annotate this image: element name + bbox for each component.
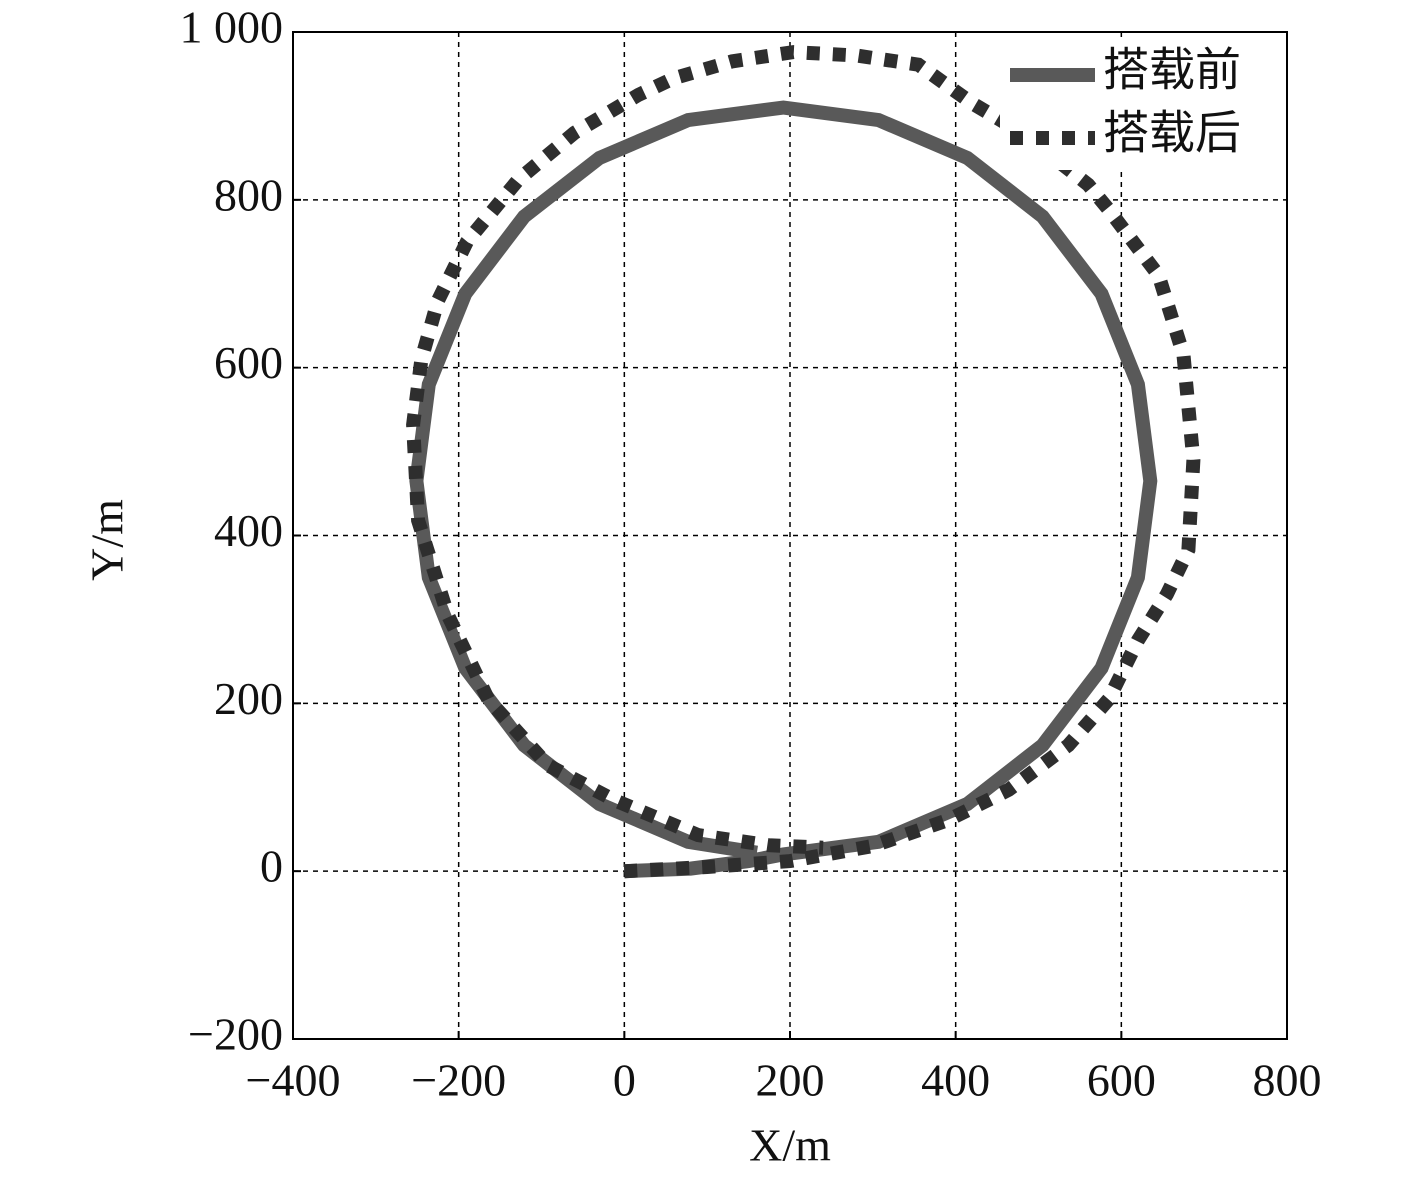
x-tick-label: 800 xyxy=(1253,1055,1322,1106)
legend-label: 搭载前 xyxy=(1103,45,1241,96)
y-tick-label: 400 xyxy=(214,505,283,556)
x-tick-label: 600 xyxy=(1087,1055,1156,1106)
y-tick-label: 800 xyxy=(214,169,283,220)
x-tick-label: −400 xyxy=(246,1055,341,1106)
legend-box xyxy=(1000,40,1282,170)
series-line xyxy=(409,100,1158,879)
x-tick-label: 0 xyxy=(613,1055,636,1106)
legend-label: 搭载后 xyxy=(1103,108,1241,159)
x-tick-label: 200 xyxy=(756,1055,825,1106)
x-tick-label: −200 xyxy=(411,1055,506,1106)
y-tick-label: −200 xyxy=(188,1009,283,1060)
x-axis-label: X/m xyxy=(749,1120,831,1171)
y-tick-label: 0 xyxy=(260,841,283,892)
y-axis-label: Y/m xyxy=(82,499,133,581)
plot-frame xyxy=(292,31,1288,1040)
y-tick-label: 200 xyxy=(214,673,283,724)
x-tick-label: 400 xyxy=(921,1055,990,1106)
series-line xyxy=(406,45,1201,879)
y-tick-label: 1 000 xyxy=(180,2,284,53)
y-tick-label: 600 xyxy=(214,337,283,388)
